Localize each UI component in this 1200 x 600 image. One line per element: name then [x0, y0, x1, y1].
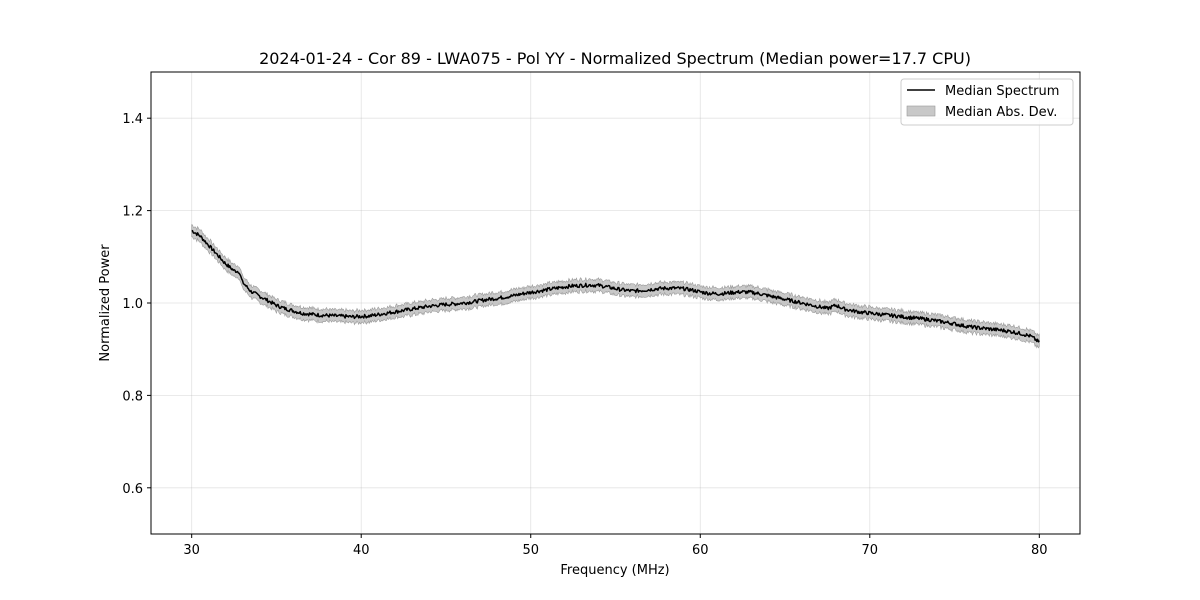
legend: Median Spectrum Median Abs. Dev. — [900, 78, 1074, 126]
y-tick-label: 0.8 — [122, 389, 143, 404]
legend-median-spectrum-label: Median Spectrum — [945, 84, 1059, 99]
legend-median-abs-dev-label: Median Abs. Dev. — [945, 105, 1057, 120]
x-tick-label: 60 — [692, 543, 709, 558]
x-tick-label: 30 — [183, 543, 200, 558]
y-tick-label: 1.4 — [122, 112, 143, 127]
y-tick-label: 1.0 — [122, 297, 143, 312]
y-tick-label: 1.2 — [122, 205, 143, 220]
x-tick-label: 80 — [1031, 543, 1048, 558]
x-tick-label: 50 — [522, 543, 539, 558]
legend-median-abs-dev-swatch — [906, 105, 936, 117]
x-tick-label: 70 — [862, 543, 879, 558]
legend-box — [900, 78, 1074, 126]
x-tick-label: 40 — [353, 543, 370, 558]
x-axis-label: Frequency (MHz) — [560, 563, 669, 578]
median-abs-dev-band — [191, 224, 1040, 349]
chart-title: 2024-01-24 - Cor 89 - LWA075 - Pol YY - … — [259, 49, 971, 68]
y-axis-label: Normalized Power — [98, 244, 113, 362]
median-spectrum-line — [191, 229, 1040, 343]
y-axis-ticks: 0.6 0.8 1.0 1.2 1.4 — [122, 112, 151, 497]
x-axis-ticks: 30 40 50 60 70 80 — [183, 534, 1048, 558]
y-tick-label: 0.6 — [122, 482, 143, 497]
